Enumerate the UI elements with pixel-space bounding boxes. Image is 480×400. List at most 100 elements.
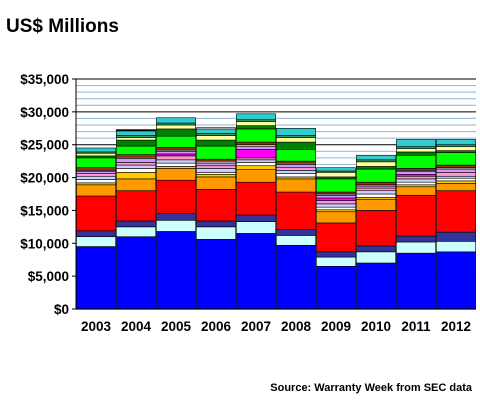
bar-segment-2005-s4 <box>156 179 196 215</box>
bar-segment-2011-s14 <box>396 154 436 169</box>
bar-segment-2012-s4 <box>436 190 476 233</box>
bar-segment-2004-s1 <box>116 236 156 310</box>
x-tick-label-2011: 2011 <box>401 319 431 334</box>
bar-segment-2003-s13 <box>76 167 116 171</box>
bar-segment-2003-s4 <box>76 195 116 232</box>
x-tick-label-2007: 2007 <box>241 319 271 334</box>
bar-segment-2006-s11 <box>196 162 236 167</box>
bar-segment-2007-s11 <box>236 146 276 150</box>
bar-segment-2012-s2 <box>436 241 476 253</box>
bar-segment-2006-s3 <box>196 220 236 228</box>
bar-segment-2007-s18 <box>236 113 276 121</box>
bar-segment-2004-s16 <box>116 137 156 141</box>
bars <box>76 113 476 310</box>
bar-segment-2003-s8 <box>76 175 116 180</box>
bar-segment-2003-s18 <box>76 147 116 153</box>
bar-segment-2004-s3 <box>116 220 156 228</box>
bar-segment-2008-s14 <box>276 149 316 162</box>
bar-segment-2012-s13 <box>436 164 476 169</box>
y-tick-label: $35,000 <box>20 72 69 87</box>
bar-segment-2010-s4 <box>356 210 396 247</box>
bar-segment-2006-s14 <box>196 145 236 160</box>
bar-segment-2007-s16 <box>236 121 276 126</box>
bar-segment-2011-s2 <box>396 241 436 254</box>
bar-segment-2004-s19 <box>116 129 156 132</box>
bar-segment-2011-s4 <box>396 195 436 237</box>
bar-segment-2011-s3 <box>396 235 436 243</box>
bar-segment-2011-s18 <box>396 139 436 147</box>
bar-segment-2005-s9 <box>156 155 196 161</box>
bar-segment-2012-s9 <box>436 172 476 177</box>
bar-segment-2012-s1 <box>436 251 476 310</box>
bar-segment-2003-s1 <box>76 246 116 310</box>
bar-segment-2012-s16 <box>436 146 476 151</box>
x-tick-label-2010: 2010 <box>361 319 391 334</box>
x-tick-label-2006: 2006 <box>201 319 232 334</box>
bar-segment-2005-s18 <box>156 117 196 124</box>
bar-segment-2005-s7 <box>156 162 196 167</box>
bar-segment-2010-s7 <box>356 193 396 198</box>
x-axis: 2003 2004 2005 2006 2007 2008 2009 2010 2011 2012 <box>76 308 476 334</box>
bar-segment-2009-s5 <box>316 211 356 224</box>
bar-segment-2010-s5 <box>356 198 396 211</box>
bar-segment-2003-s16 <box>76 152 116 157</box>
bar-segment-2008-s11 <box>276 164 316 169</box>
bar-segment-2010-s2 <box>356 251 396 264</box>
bar-segment-2008-s8 <box>276 170 316 174</box>
bar-segment-2006-s6 <box>196 173 236 178</box>
bar-segment-2004-s4 <box>116 190 156 222</box>
bar-segment-2004-s9 <box>116 162 156 166</box>
bar-segment-2009-s8 <box>316 203 356 208</box>
bar-segment-2011-s8 <box>396 178 436 183</box>
x-tick-label-2008: 2008 <box>281 319 312 334</box>
bar-segment-2010-s14 <box>356 168 396 183</box>
y-tick-label: $10,000 <box>20 236 69 251</box>
x-tick-label-2009: 2009 <box>321 319 351 334</box>
bar-segment-2009-s9 <box>316 200 356 205</box>
bar-segment-2004-s8 <box>116 164 156 169</box>
source-note: Source: Warranty Week from SEC data <box>270 382 472 394</box>
bar-segment-2011-s1 <box>396 252 436 310</box>
bar-segment-2003-s2 <box>76 236 116 247</box>
bar-segment-2012-s14 <box>436 152 476 166</box>
bar-segment-2009-s16 <box>316 172 356 178</box>
bar-segment-2003-s5 <box>76 184 116 197</box>
bar-segment-2004-s7 <box>116 168 156 173</box>
bar-segment-2009-s14 <box>316 178 356 193</box>
bar-segment-2004-s5 <box>116 178 156 192</box>
x-tick-label-2004: 2004 <box>121 319 152 334</box>
bar-segment-2006-s8 <box>196 168 236 173</box>
bar-segment-2006-s15 <box>196 139 236 147</box>
bar-segment-2008-s16 <box>276 137 316 143</box>
bar-segment-2009-s3 <box>316 251 356 258</box>
bar-segment-2004-s2 <box>116 226 156 238</box>
bar-segment-2003-s9 <box>76 173 116 177</box>
bar-segment-2011-s16 <box>396 148 436 153</box>
bar-segment-2005-s3 <box>156 213 196 221</box>
bar-segment-2012-s18 <box>436 139 476 146</box>
bar-segment-2011-s9 <box>396 175 436 180</box>
bar-segment-2008-s5 <box>276 178 316 193</box>
bar-segment-2007-s3 <box>236 214 276 222</box>
x-tick-label-2012: 2012 <box>441 319 471 334</box>
bar-segment-2011-s5 <box>396 186 436 196</box>
bar-segment-2005-s5 <box>156 168 196 181</box>
bar-segment-2008-s3 <box>276 229 316 236</box>
bar-segment-2008-s7 <box>276 173 316 178</box>
bar-segment-2010-s13 <box>356 181 396 186</box>
y-tick-label: $5,000 <box>28 269 69 284</box>
bar-segment-2006-s20 <box>196 127 236 130</box>
bar-segment-2008-s2 <box>276 235 316 246</box>
bar-segment-2010-s16 <box>356 161 396 167</box>
bar-segment-2012-s11 <box>436 168 476 173</box>
bar-segment-2007-s10 <box>236 149 276 159</box>
x-tick-label-2005: 2005 <box>161 319 192 334</box>
bar-segment-2006-s16 <box>196 135 236 141</box>
bar-segment-2009-s11 <box>316 195 356 199</box>
bar-segment-2008-s15 <box>276 141 316 150</box>
bar-segment-2009-s18 <box>316 167 356 172</box>
bar-segment-2003-s14 <box>76 157 116 169</box>
bar-segment-2006-s9 <box>196 165 236 169</box>
bar-segment-2007-s15 <box>236 125 276 130</box>
